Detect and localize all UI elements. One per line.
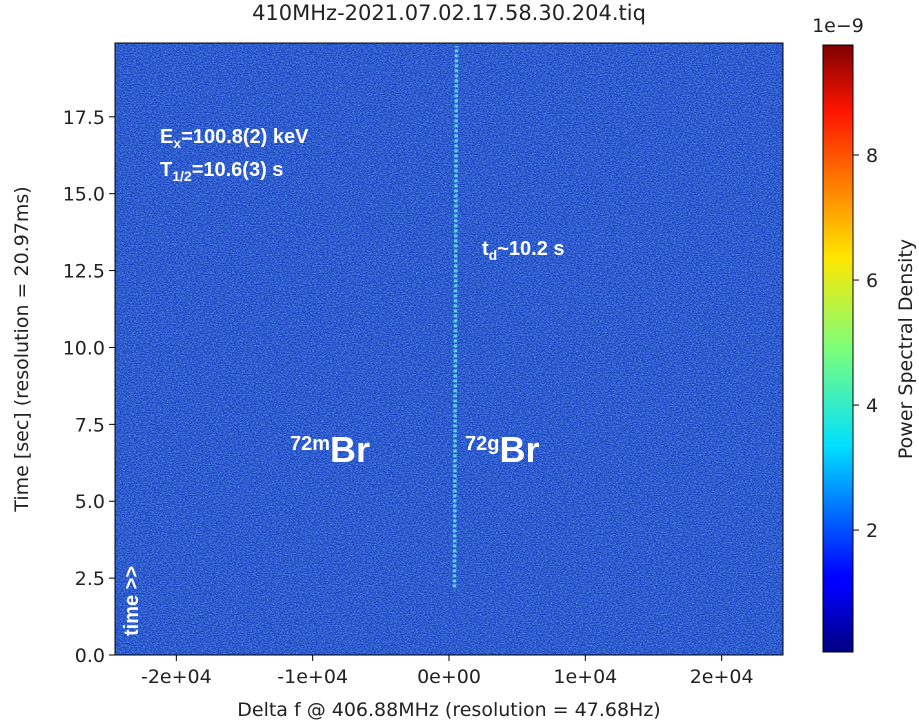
annotation-text: Br — [330, 429, 370, 470]
annotation-text: E — [160, 126, 173, 148]
y-tick-label: 15.0 — [63, 184, 105, 206]
colorbar-offset: 1e−9 — [812, 15, 864, 37]
y-tick-label: 7.5 — [75, 414, 105, 436]
colorbar-tick-label: 6 — [866, 270, 878, 292]
annotation-text: Br — [499, 429, 539, 470]
y-tick-label: 5.0 — [75, 491, 105, 513]
annotation-text: time >> — [121, 566, 143, 636]
annotation: 72mBr — [290, 429, 370, 470]
annotation-text: =10.6(3) s — [192, 159, 284, 181]
colorbar-tick-label: 2 — [866, 520, 878, 542]
annotation-text: ~10.2 s — [497, 238, 564, 260]
annotation: td~10.2 s — [482, 238, 565, 263]
spectrogram-image — [115, 43, 783, 655]
signal-trace — [452, 46, 459, 588]
colorbar-tick-label: 8 — [866, 145, 878, 167]
x-tick-label: -1e+04 — [277, 666, 348, 688]
annotation: Ex=100.8(2) keV — [160, 126, 309, 151]
y-tick-label: 0.0 — [75, 645, 105, 667]
y-tick-label: 2.5 — [75, 568, 105, 590]
x-tick-label: -2e+04 — [141, 666, 212, 688]
annotation-subscript: d — [489, 247, 498, 263]
y-tick-label: 12.5 — [63, 261, 105, 283]
annotation-subscript: 1/2 — [172, 168, 192, 184]
x-tick-label: 2e+04 — [690, 666, 754, 688]
x-axis-label: Delta f @ 406.88MHz (resolution = 47.68H… — [237, 699, 660, 721]
annotation-text: T — [160, 159, 172, 181]
annotation-superscript: 72m — [290, 433, 330, 455]
colorbar — [822, 44, 854, 653]
y-tick-label: 17.5 — [63, 107, 105, 129]
x-tick-label: 0e+00 — [417, 666, 481, 688]
colorbar-tick-label: 4 — [866, 395, 878, 417]
annotation-superscript: 72g — [465, 433, 499, 455]
annotation-subscript: x — [173, 135, 181, 151]
annotation: 72gBr — [465, 429, 539, 470]
annotation-text: t — [482, 238, 489, 260]
y-tick-label: 10.0 — [63, 337, 105, 359]
x-tick-label: 1e+04 — [553, 666, 617, 688]
y-axis-label: Time [sec] (resolution = 20.97ms) — [11, 186, 33, 512]
chart-title: 410MHz-2021.07.02.17.58.30.204.tiq — [252, 1, 646, 25]
colorbar-label: Power Spectral Density — [895, 239, 917, 459]
annotation: T1/2=10.6(3) s — [160, 159, 283, 184]
annotation: time >> — [121, 566, 143, 636]
annotation-text: =100.8(2) keV — [181, 126, 309, 148]
